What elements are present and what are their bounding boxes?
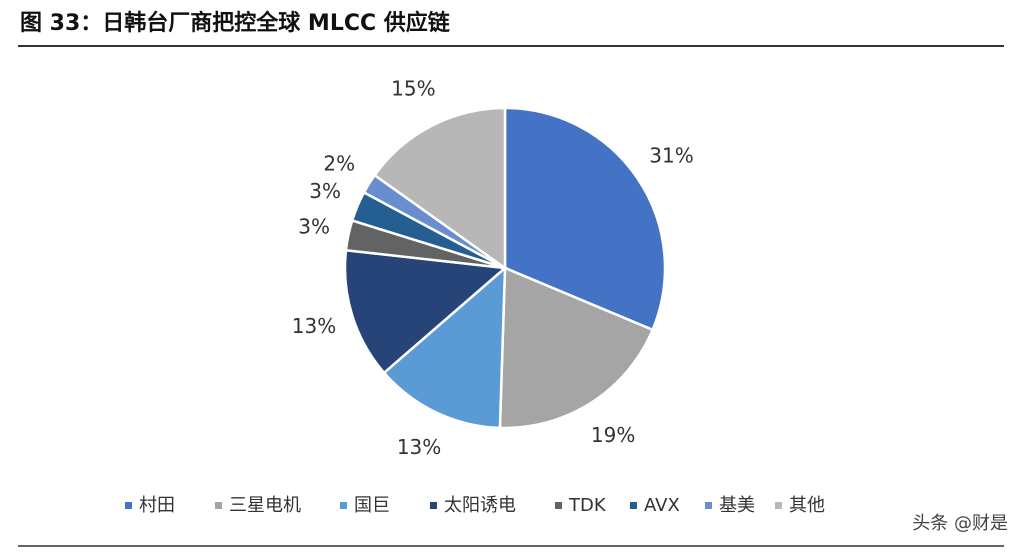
- legend-swatch: [555, 502, 562, 509]
- legend-swatch: [430, 502, 437, 509]
- legend-label: 国巨: [354, 495, 390, 516]
- pie-slice: [343, 248, 508, 375]
- legend-swatch: [340, 502, 347, 509]
- legend-label: 其他: [789, 495, 825, 516]
- data-label: 13%: [397, 435, 441, 459]
- legend-label: 村田: [139, 495, 175, 516]
- legend-swatch: [705, 502, 712, 509]
- legend-swatch: [125, 502, 132, 509]
- pie-slice: [372, 106, 507, 271]
- legend-swatch: [630, 502, 637, 509]
- pie-slice: [382, 265, 507, 430]
- data-label: 3%: [309, 179, 341, 203]
- data-label: 2%: [323, 152, 355, 176]
- legend-label: 基美: [719, 495, 755, 516]
- data-label: 19%: [591, 423, 635, 447]
- data-label: 3%: [298, 215, 330, 239]
- data-label: 13%: [292, 314, 336, 338]
- data-label: 31%: [649, 144, 693, 168]
- pie-slice: [498, 266, 655, 430]
- legend-label: TDK: [568, 495, 607, 516]
- legend-label: 三星电机: [229, 495, 301, 516]
- legend-label: 太阳诱电: [444, 495, 516, 516]
- chart-title: 图 33：日韩台厂商把控全球 MLCC 供应链: [20, 10, 450, 36]
- watermark: 头条 @财是: [912, 513, 1008, 534]
- legend-swatch: [775, 502, 782, 509]
- legend-swatch: [215, 502, 222, 509]
- legend-label: AVX: [644, 495, 680, 516]
- pie-slice: [503, 106, 667, 332]
- data-label: 15%: [391, 77, 435, 101]
